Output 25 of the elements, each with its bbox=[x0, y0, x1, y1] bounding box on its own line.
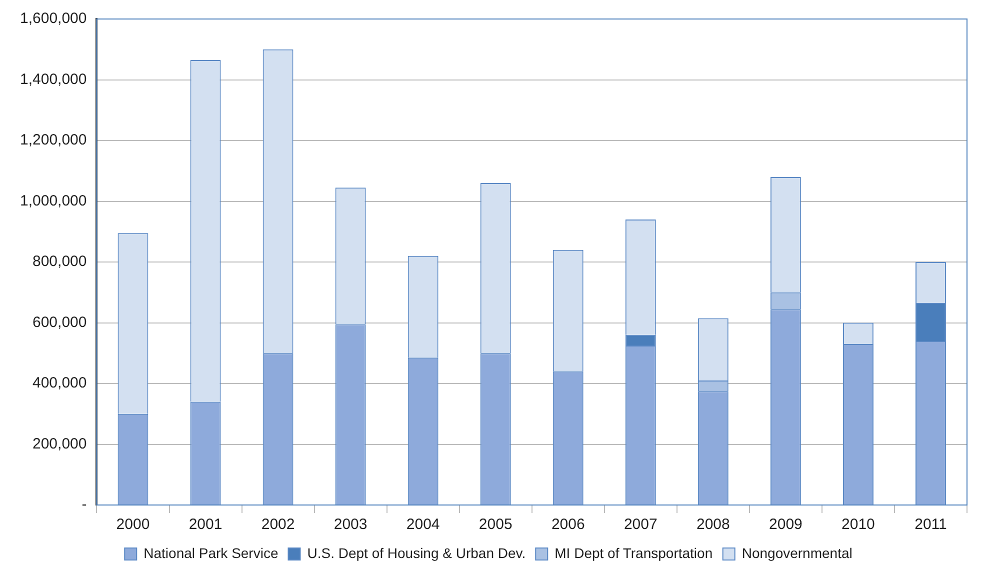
x-tick-label: 2007 bbox=[624, 516, 658, 534]
legend-label: National Park Service bbox=[144, 544, 278, 561]
legend-label: Nongovernmental bbox=[742, 544, 852, 561]
x-tick-label: 2002 bbox=[261, 516, 295, 534]
x-tick-label: 2010 bbox=[842, 516, 875, 534]
x-tick-label: 2005 bbox=[478, 516, 512, 534]
y-tick-label: - bbox=[82, 496, 87, 514]
x-tick-label: 2003 bbox=[334, 516, 368, 534]
x-tick-label: 2000 bbox=[116, 516, 150, 534]
x-tick-label: 2008 bbox=[696, 516, 730, 534]
y-tick-label: 1,400,000 bbox=[20, 70, 87, 88]
x-tick-label: 2009 bbox=[769, 516, 802, 534]
y-tick-label: 1,200,000 bbox=[20, 132, 87, 149]
y-tick-label: 1,000,000 bbox=[20, 192, 87, 210]
y-tick-label: 800,000 bbox=[32, 253, 87, 270]
legend-label: U.S. Dept of Housing & Urban Dev. bbox=[307, 544, 526, 561]
y-tick-label: 600,000 bbox=[32, 314, 87, 331]
y-tick-label: 200,000 bbox=[32, 435, 87, 452]
x-tick-label: 2001 bbox=[188, 516, 222, 534]
legend-label: MI Dept of Transportation bbox=[554, 544, 713, 561]
x-tick-label: 2004 bbox=[406, 516, 440, 534]
x-tick-label: 2006 bbox=[551, 516, 585, 534]
y-tick-label: 400,000 bbox=[32, 374, 87, 392]
x-tick-label: 2011 bbox=[914, 516, 947, 534]
y-tick-label: 1,600,000 bbox=[20, 10, 87, 28]
